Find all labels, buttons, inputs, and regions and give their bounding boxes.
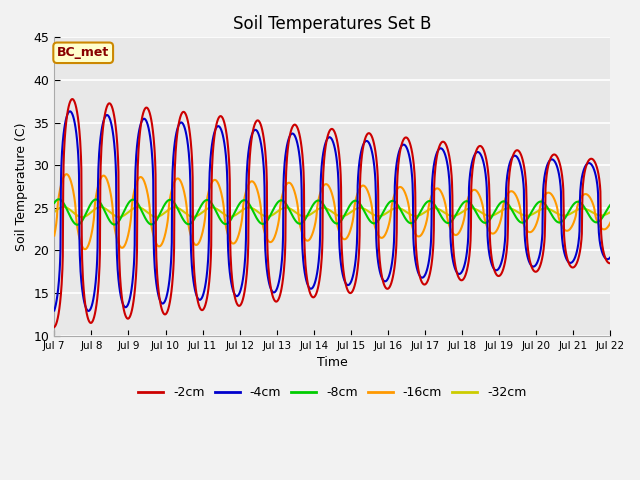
-32cm bbox=[175, 205, 182, 211]
-8cm bbox=[74, 222, 81, 228]
-8cm bbox=[175, 208, 182, 214]
-2cm bbox=[492, 270, 499, 276]
-8cm bbox=[237, 199, 245, 205]
-4cm bbox=[541, 170, 549, 176]
-4cm bbox=[51, 308, 58, 313]
-4cm bbox=[237, 286, 245, 292]
Line: -32cm: -32cm bbox=[54, 207, 611, 217]
-32cm bbox=[607, 209, 614, 215]
-32cm bbox=[60, 204, 67, 210]
-8cm bbox=[541, 201, 549, 207]
-16cm bbox=[51, 233, 58, 239]
-8cm bbox=[51, 200, 58, 206]
Line: -4cm: -4cm bbox=[54, 111, 611, 311]
-16cm bbox=[420, 228, 428, 234]
Y-axis label: Soil Temperature (C): Soil Temperature (C) bbox=[15, 122, 28, 251]
-8cm bbox=[161, 201, 169, 206]
-32cm bbox=[541, 205, 549, 211]
-16cm bbox=[81, 246, 89, 252]
-16cm bbox=[175, 176, 182, 181]
-2cm bbox=[607, 260, 614, 266]
-32cm bbox=[420, 210, 428, 216]
Text: BC_met: BC_met bbox=[57, 46, 109, 60]
-8cm bbox=[607, 202, 614, 208]
-2cm bbox=[51, 324, 58, 330]
-16cm bbox=[541, 192, 549, 198]
-8cm bbox=[420, 204, 428, 209]
Legend: -2cm, -4cm, -8cm, -16cm, -32cm: -2cm, -4cm, -8cm, -16cm, -32cm bbox=[133, 381, 532, 404]
-4cm bbox=[161, 298, 169, 303]
Line: -16cm: -16cm bbox=[54, 174, 611, 249]
-4cm bbox=[84, 308, 92, 314]
Line: -8cm: -8cm bbox=[54, 199, 611, 225]
-2cm bbox=[541, 233, 548, 239]
-32cm bbox=[492, 211, 500, 217]
-4cm bbox=[420, 274, 428, 280]
-16cm bbox=[63, 171, 70, 177]
-16cm bbox=[161, 231, 169, 237]
-16cm bbox=[607, 220, 614, 226]
-2cm bbox=[419, 281, 427, 287]
-32cm bbox=[78, 214, 86, 220]
-32cm bbox=[237, 208, 245, 214]
-2cm bbox=[175, 123, 182, 129]
-4cm bbox=[607, 254, 614, 260]
-2cm bbox=[161, 312, 169, 317]
Title: Soil Temperatures Set B: Soil Temperatures Set B bbox=[233, 15, 431, 33]
-32cm bbox=[51, 209, 58, 215]
-8cm bbox=[55, 196, 63, 202]
-2cm bbox=[237, 302, 244, 308]
-4cm bbox=[492, 267, 500, 273]
-2cm bbox=[68, 96, 76, 102]
-16cm bbox=[237, 222, 245, 228]
-4cm bbox=[175, 122, 182, 128]
Line: -2cm: -2cm bbox=[54, 99, 611, 327]
X-axis label: Time: Time bbox=[317, 356, 348, 369]
-32cm bbox=[161, 209, 169, 215]
-16cm bbox=[492, 228, 500, 234]
-4cm bbox=[67, 108, 74, 114]
-8cm bbox=[492, 206, 500, 212]
